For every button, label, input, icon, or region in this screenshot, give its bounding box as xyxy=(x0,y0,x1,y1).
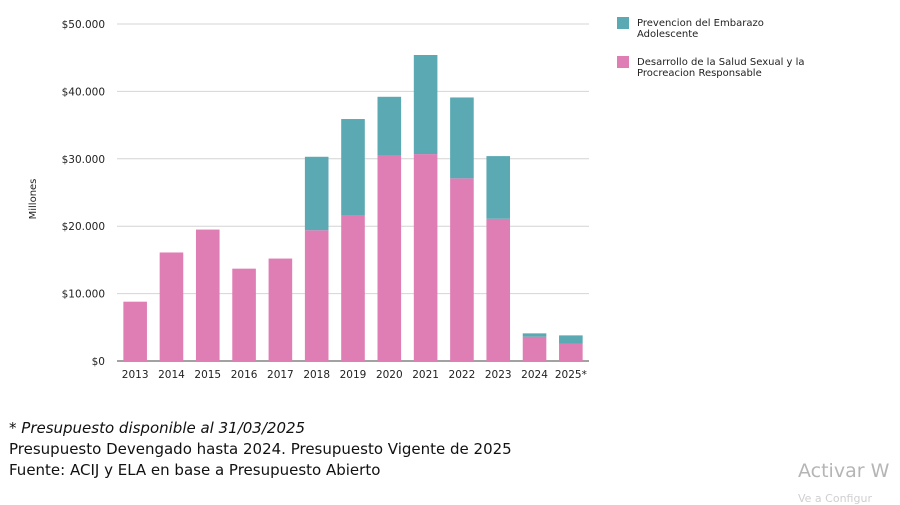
bar-salud-sexual-2024 xyxy=(522,336,547,361)
x-tick-label: 2025* xyxy=(555,369,587,381)
legend-label: Adolescente xyxy=(637,29,698,40)
bar-embarazo-adolescente-2024 xyxy=(522,333,547,337)
y-tick-label: $50.000 xyxy=(62,19,105,31)
legend-swatch xyxy=(617,56,629,68)
bar-embarazo-adolescente-2019 xyxy=(341,119,365,216)
legend-swatch xyxy=(617,17,629,29)
bar-salud-sexual-2022 xyxy=(450,178,474,361)
x-tick-label: 2017 xyxy=(267,369,294,381)
bar-salud-sexual-2016 xyxy=(232,268,256,361)
x-tick-label: 2013 xyxy=(122,369,149,381)
x-tick-label: 2019 xyxy=(340,369,367,381)
x-tick-label: 2016 xyxy=(231,369,258,381)
legend-label: Procreacion Responsable xyxy=(637,68,762,79)
bar-salud-sexual-2023 xyxy=(486,218,511,361)
bar-salud-sexual-2020 xyxy=(377,155,402,361)
bar-salud-sexual-2013 xyxy=(123,301,147,361)
y-tick-label: $0 xyxy=(92,356,105,368)
bar-embarazo-adolescente-2023 xyxy=(486,156,511,219)
bar-embarazo-adolescente-2021 xyxy=(413,55,438,155)
legend-label: Prevencion del Embarazo xyxy=(637,18,764,29)
stacked-bar-chart: $0 $10.000 $20.000 $30.000 $40.000 $50.000 20… xyxy=(28,17,805,381)
x-axis-ticks: 2013 2014 2015 2016 2017 2018 2019 2020 2021 2022… xyxy=(122,369,587,381)
bar-salud-sexual-2017 xyxy=(268,258,293,361)
bar-salud-sexual-2018 xyxy=(304,230,329,361)
x-tick-label: 2014 xyxy=(158,369,185,381)
footnotes: * Presupuesto disponible al 31/03/2025 P… xyxy=(9,418,512,481)
x-tick-label: 2024 xyxy=(521,369,548,381)
footnote-availability: * Presupuesto disponible al 31/03/2025 xyxy=(9,419,306,437)
y-tick-label: $40.000 xyxy=(62,86,105,98)
bar-embarazo-adolescente-2022 xyxy=(450,97,474,179)
bar-salud-sexual-2015 xyxy=(195,229,220,361)
x-tick-label: 2018 xyxy=(303,369,330,381)
y-axis-label: Millones xyxy=(28,179,39,220)
bar-salud-sexual-2025 xyxy=(559,343,583,361)
y-tick-label: $20.000 xyxy=(62,221,105,233)
legend-label: Desarrollo de la Salud Sexual y la xyxy=(637,57,805,68)
footnote-source: Fuente: ACIJ y ELA en base a Presupuesto… xyxy=(9,461,381,479)
y-tick-label: $30.000 xyxy=(62,154,105,166)
bar-embarazo-adolescente-2020 xyxy=(377,96,402,156)
bar-salud-sexual-2019 xyxy=(341,215,365,361)
bar-embarazo-adolescente-2018 xyxy=(304,156,329,231)
y-tick-label: $10.000 xyxy=(62,289,105,301)
bar-salud-sexual-2021 xyxy=(413,154,438,361)
windows-activation-watermark-subtitle: Ve a Configur xyxy=(798,492,872,505)
x-tick-label: 2015 xyxy=(194,369,221,381)
bar-salud-sexual-2014 xyxy=(159,252,184,361)
windows-activation-watermark-title: Activar W xyxy=(798,460,890,482)
x-tick-label: 2023 xyxy=(485,369,512,381)
x-tick-label: 2021 xyxy=(412,369,439,381)
bar-embarazo-adolescente-2025 xyxy=(559,335,583,344)
x-tick-label: 2022 xyxy=(449,369,476,381)
x-tick-label: 2020 xyxy=(376,369,403,381)
bars xyxy=(123,55,583,361)
y-axis-ticks: $0 $10.000 $20.000 $30.000 $40.000 $50.000 xyxy=(62,19,105,368)
footnote-budget-type: Presupuesto Devengado hasta 2024. Presup… xyxy=(9,440,512,458)
